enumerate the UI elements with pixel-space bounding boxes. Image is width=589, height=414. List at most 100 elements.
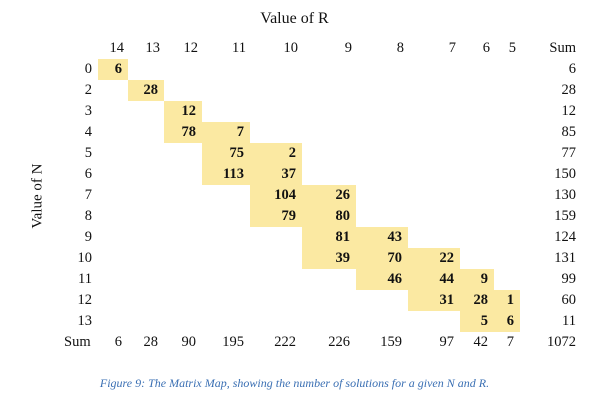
figure-caption: Figure 9: The Matrix Map, showing the nu… [99,376,490,390]
solution-count-cell: 37 [250,164,302,185]
column-header: 6 [482,40,490,56]
row-sum: 150 [554,166,576,182]
row-label-n: 9 [84,229,92,245]
solution-count-cell: 6 [98,59,128,80]
solution-count-cell: 22 [408,248,460,269]
empty-cell [494,269,520,290]
empty-cell [460,185,494,206]
empty-cell [250,80,302,101]
empty-cell [128,227,164,248]
solution-count-cell: 12 [164,101,202,122]
empty-cell [98,206,128,227]
column-header: 7 [448,40,456,56]
empty-cell [250,248,302,269]
empty-cell [202,101,250,122]
grand-total: 1072 [547,334,576,350]
empty-cell [494,59,520,80]
row-label-n: 6 [84,166,92,182]
empty-cell [128,164,164,185]
empty-cell [460,227,494,248]
empty-cell [460,143,494,164]
solution-count-cell: 2 [250,143,302,164]
row-sum: 124 [554,229,576,245]
empty-cell [202,80,250,101]
table-row: 3 12 12 [64,101,576,122]
row-label-n: 12 [77,292,93,308]
table-title: Value of R [260,10,329,27]
column-sum: 6 [114,334,122,350]
empty-cell [250,290,302,311]
column-sum: 90 [181,334,197,350]
solution-count-cell: 46 [356,269,408,290]
header-row: 14 13 12 11 10 9 8 7 6 5 Sum [64,38,577,59]
sum-row-label: Sum [64,334,91,350]
row-sum: 130 [554,187,576,203]
column-header: 11 [232,40,246,56]
empty-cell [356,185,408,206]
empty-cell [202,185,250,206]
solution-count-cell: 75 [202,143,250,164]
column-sum: 222 [274,334,296,350]
solution-count-cell: 7 [202,122,250,143]
empty-cell [302,143,356,164]
empty-cell [494,143,520,164]
table-row: 4 78 7 85 [64,122,576,143]
empty-cell [356,311,408,332]
table-row: 6 113 37 150 [64,164,576,185]
column-header: 8 [396,40,404,56]
row-label-n: 0 [84,61,92,77]
empty-cell [356,143,408,164]
empty-cell [250,227,302,248]
row-sum: 159 [554,208,576,224]
empty-cell [202,227,250,248]
empty-cell [98,269,128,290]
empty-cell [460,80,494,101]
table-row: 10 39 70 22 131 [64,248,576,269]
empty-cell [302,290,356,311]
empty-cell [164,185,202,206]
empty-cell [164,164,202,185]
empty-cell [164,248,202,269]
row-sum: 6 [568,61,576,77]
empty-cell [128,311,164,332]
empty-cell [494,185,520,206]
row-sum: 60 [561,292,577,308]
solution-count-cell: 81 [302,227,356,248]
empty-cell [128,143,164,164]
empty-cell [302,269,356,290]
solution-count-cell: 104 [250,185,302,206]
empty-cell [302,164,356,185]
row-sum: 28 [561,82,577,98]
empty-cell [408,80,460,101]
row-label-n: 3 [84,103,92,119]
solution-count-cell: 1 [494,290,520,311]
empty-cell [202,59,250,80]
row-sum: 85 [561,124,577,140]
empty-cell [164,59,202,80]
solution-count-cell: 5 [460,311,494,332]
row-sum: 99 [561,271,577,287]
empty-cell [202,248,250,269]
row-label-n: 11 [78,271,92,287]
solution-count-cell: 70 [356,248,408,269]
row-sum: 11 [562,313,576,329]
empty-cell [460,164,494,185]
row-label-n: 5 [84,145,92,161]
empty-cell [460,206,494,227]
empty-cell [302,311,356,332]
empty-cell [128,269,164,290]
solution-count-cell: 113 [202,164,250,185]
empty-cell [98,248,128,269]
empty-cell [250,311,302,332]
column-sum: 159 [380,334,402,350]
sum-row: Sum 6 28 90 195 222 226 159 97 42 7 1072 [64,332,576,353]
empty-cell [128,59,164,80]
column-sum: 97 [439,334,455,350]
empty-cell [494,248,520,269]
row-label-n: 4 [84,124,92,140]
row-label-n: 7 [84,187,92,203]
empty-cell [164,80,202,101]
row-label-n: 13 [77,313,93,329]
table-row: 2 28 28 [64,80,576,101]
empty-cell [98,185,128,206]
